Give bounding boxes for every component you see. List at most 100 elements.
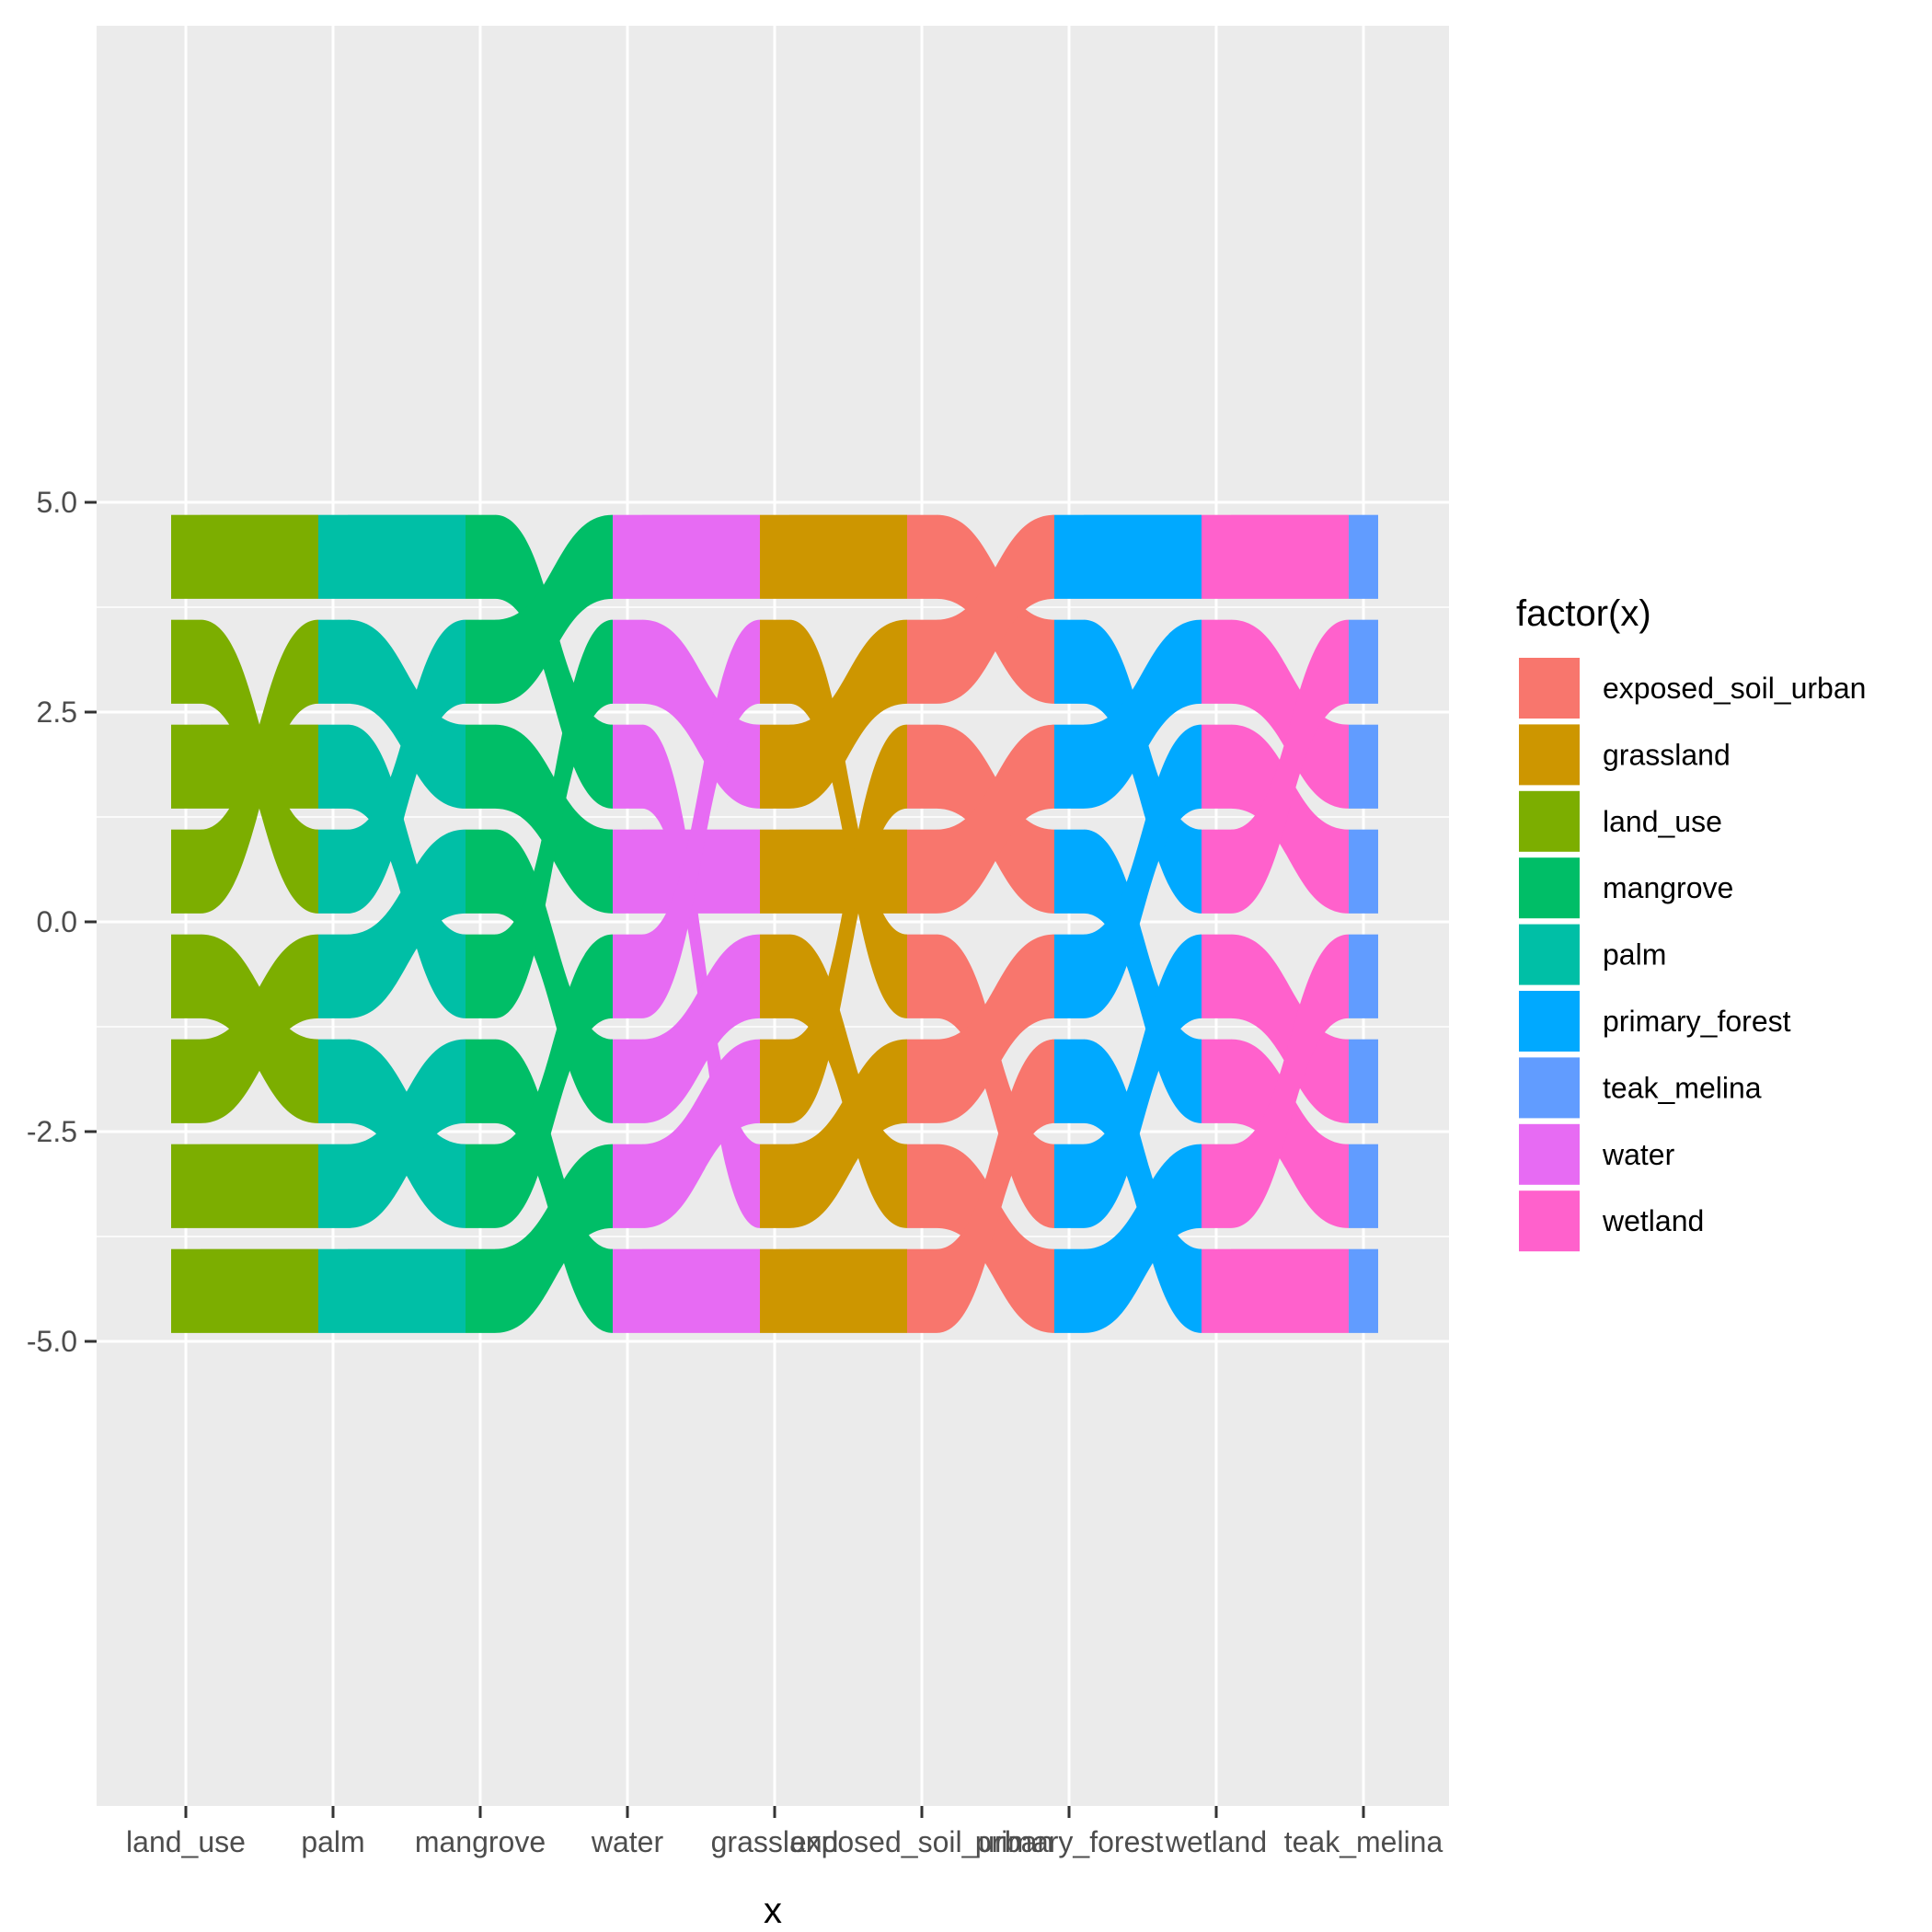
- stratum-block: [1349, 934, 1378, 1018]
- legend-key: [1517, 722, 1581, 788]
- stratum-block: [171, 1144, 201, 1228]
- flow-ribbon: [937, 724, 1054, 914]
- stratum-block: [171, 514, 201, 599]
- x-tick-label: mangrove: [415, 1825, 546, 1858]
- stratum-block: [1054, 619, 1084, 704]
- panel-background: [97, 26, 1449, 1806]
- stratum-block: [760, 724, 789, 809]
- flow-ribbon: [348, 1039, 466, 1228]
- stratum-block: [760, 1039, 789, 1123]
- y-tick-label: -5.0: [27, 1325, 77, 1358]
- flow-ribbon: [495, 514, 613, 704]
- flow-ribbon: [937, 1144, 1054, 1333]
- flow-ribbon: [348, 619, 466, 809]
- legend-key: [1517, 1189, 1581, 1254]
- stratum-block: [907, 934, 937, 1018]
- stratum-block: [171, 724, 201, 809]
- stratum-block: [466, 619, 495, 704]
- flow-ribbon: [642, 619, 760, 809]
- flow-ribbon: [495, 1039, 613, 1333]
- flow-ribbon: [937, 1039, 1054, 1333]
- flow-ribbon: [348, 829, 466, 1018]
- stratum-block: [1202, 619, 1231, 704]
- stratum-block: [907, 1039, 937, 1123]
- stratum-block: [907, 829, 937, 914]
- stratum-block: [1202, 1248, 1231, 1333]
- stratum-block: [1054, 934, 1084, 1018]
- stratum-block: [171, 619, 201, 704]
- y-tick-label: 0.0: [37, 905, 77, 938]
- legend-key: [1517, 1055, 1581, 1121]
- y-tick-label: 2.5: [37, 696, 77, 729]
- stratum-block: [1054, 829, 1084, 914]
- legend-key: [1517, 856, 1581, 921]
- stratum-block: [466, 1144, 495, 1228]
- stratum-block: [760, 934, 789, 1018]
- stratum-block: [613, 619, 642, 704]
- stratum-block: [318, 1248, 348, 1333]
- flow-ribbon: [642, 619, 760, 1018]
- legend-label: grassland: [1603, 738, 1731, 771]
- grid-minor: [97, 606, 1449, 1237]
- stratum-block: [466, 514, 495, 599]
- flow-ribbon: [1084, 1144, 1202, 1333]
- legend-key: [1517, 922, 1581, 987]
- legend-key: [1517, 989, 1581, 1053]
- stratum-block: [1054, 724, 1084, 809]
- legend-label: palm: [1603, 938, 1666, 972]
- stratum-block: [318, 934, 348, 1018]
- x-tick-label: exposed_soil_urban: [790, 1825, 1053, 1858]
- flow-ribbon: [495, 619, 613, 1018]
- flow-ribbon: [201, 619, 318, 914]
- strata: [171, 514, 1378, 1333]
- flow-ribbon: [348, 1248, 466, 1333]
- flow-ribbon: [937, 514, 1054, 704]
- stratum-block: [1054, 1144, 1084, 1228]
- legend: factor(x) exposed_soil_urban grassland lan…: [1516, 593, 1866, 1254]
- stratum-block: [1054, 514, 1084, 599]
- x-tick-label: land_use: [126, 1825, 246, 1858]
- stratum-block: [466, 724, 495, 809]
- stratum-block: [1202, 1144, 1231, 1228]
- flow-ribbon: [1084, 619, 1202, 914]
- stratum-block: [760, 1248, 789, 1333]
- stratum-block: [760, 514, 789, 599]
- flow-ribbon: [1231, 1248, 1349, 1333]
- flow-ribbon: [1231, 934, 1349, 1228]
- stratum-block: [1349, 619, 1378, 704]
- stratum-block: [466, 1248, 495, 1333]
- flow-ribbon: [937, 934, 1054, 1123]
- stratum-block: [1054, 1039, 1084, 1123]
- stratum-block: [171, 1248, 201, 1333]
- stratum-block: [1202, 514, 1231, 599]
- x-tick-label: water: [591, 1825, 664, 1858]
- stratum-block: [1054, 1248, 1084, 1333]
- flow-ribbon: [1231, 1039, 1349, 1228]
- stratum-block: [907, 1248, 937, 1333]
- stratum-block: [907, 514, 937, 599]
- flow-ribbon: [642, 1248, 760, 1333]
- x-axis-title: x: [764, 1891, 782, 1931]
- legend-title: factor(x): [1516, 593, 1651, 634]
- flow-ribbon: [348, 724, 466, 1018]
- y-tick-label: -2.5: [27, 1115, 77, 1148]
- stratum-block: [907, 1144, 937, 1228]
- x-tick-label: teak_melina: [1284, 1825, 1443, 1858]
- stratum-block: [466, 934, 495, 1018]
- legend-label: primary_forest: [1603, 1005, 1791, 1038]
- flow-ribbon: [1231, 724, 1349, 914]
- flow-ribbon: [201, 514, 318, 599]
- stratum-block: [1202, 934, 1231, 1018]
- flow-ribbon: [495, 934, 613, 1228]
- flow-ribbon: [348, 619, 466, 914]
- flow-ribbon: [789, 724, 907, 1123]
- y-axis: 5.0 2.5 0.0 -2.5 -5.0: [27, 486, 97, 1358]
- stratum-block: [613, 1144, 642, 1228]
- stratum-block: [760, 619, 789, 704]
- flow-ribbon: [789, 1039, 907, 1228]
- flow-ribbon: [937, 934, 1054, 1228]
- legend-label: teak_melina: [1603, 1071, 1762, 1104]
- legend-label: exposed_soil_urban: [1603, 672, 1866, 705]
- flow-ribbon: [642, 934, 760, 1123]
- stratum-block: [318, 619, 348, 704]
